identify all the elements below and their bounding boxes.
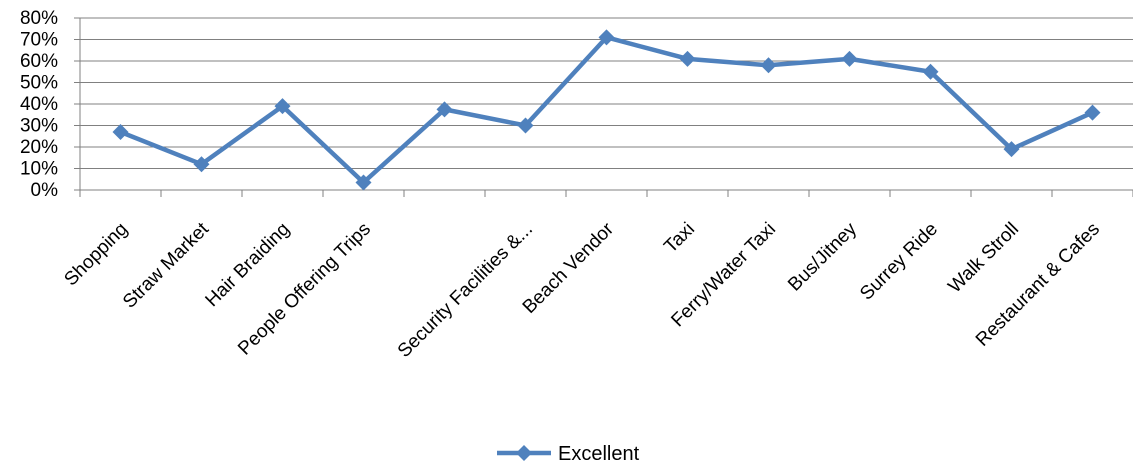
y-tick-label: 0% (31, 180, 59, 201)
data-point (112, 123, 129, 140)
x-category-label: Walk Stroll (944, 219, 1023, 298)
x-category-label: Taxi (660, 219, 699, 258)
y-tick-label: 50% (20, 73, 58, 94)
data-point (841, 50, 858, 67)
data-point (679, 50, 696, 67)
x-category-label: People Offering Trips (234, 219, 375, 360)
data-point (1003, 141, 1020, 158)
x-category-label: Bus/Jitney (784, 218, 861, 295)
legend-label: Excellent (558, 443, 640, 465)
x-category-label: Straw Market (119, 218, 213, 312)
data-point (598, 29, 615, 46)
y-tick-label: 40% (20, 94, 58, 115)
x-category-label: Hair Braiding (202, 219, 295, 312)
data-point (760, 57, 777, 74)
data-point (355, 174, 372, 191)
series-excellent (112, 29, 1101, 191)
y-tick-label: 10% (20, 159, 58, 180)
x-axis (74, 17, 1133, 197)
y-axis-tick-labels: 0%10%20%30%40%50%60%70%80% (20, 8, 58, 201)
data-point (193, 156, 210, 173)
x-category-label: Security Facilities &... (394, 219, 537, 362)
x-category-label: Shopping (60, 219, 132, 291)
y-tick-label: 20% (20, 137, 58, 158)
y-tick-label: 60% (20, 51, 58, 72)
y-tick-label: 70% (20, 30, 58, 51)
data-point (436, 101, 453, 118)
data-point (922, 63, 939, 80)
data-point (517, 117, 534, 134)
data-point (1084, 104, 1101, 121)
data-point (274, 98, 291, 115)
legend: Excellent (497, 443, 640, 465)
series-line (119, 35, 1094, 185)
y-tick-label: 30% (20, 116, 58, 137)
x-category-label: Surrey Ride (856, 219, 942, 305)
legend-marker (516, 445, 532, 461)
y-tick-label: 80% (20, 8, 58, 29)
